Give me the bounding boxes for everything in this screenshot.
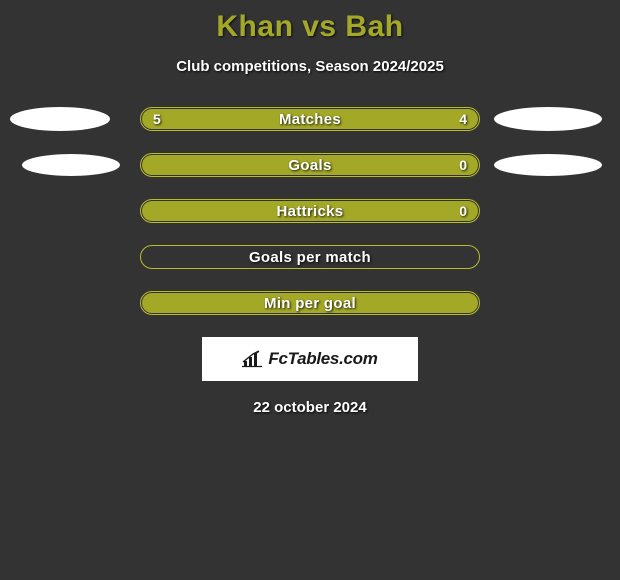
stats-rows: 5 Matches 4 Goals 0 Hattricks 0 Goals per match… <box>0 107 620 315</box>
stat-label: Hattricks <box>277 203 344 220</box>
bar-chart-icon <box>242 350 264 368</box>
stat-bar: 5 Matches 4 <box>140 107 480 131</box>
stat-row: 5 Matches 4 <box>0 107 620 131</box>
page-subtitle: Club competitions, Season 2024/2025 <box>0 58 620 75</box>
date-text: 22 october 2024 <box>0 399 620 416</box>
stat-row: Hattricks 0 <box>0 199 620 223</box>
stat-label: Goals per match <box>249 249 371 266</box>
stat-row: Goals 0 <box>0 153 620 177</box>
player-left-badge <box>10 107 110 131</box>
logo-text: FcTables.com <box>268 349 377 369</box>
stat-bar: Goals 0 <box>140 153 480 177</box>
stat-label: Matches <box>279 111 341 128</box>
stat-bar: Hattricks 0 <box>140 199 480 223</box>
stat-row: Goals per match <box>0 245 620 269</box>
stat-right-value: 4 <box>459 111 467 127</box>
page-title: Khan vs Bah <box>0 0 620 44</box>
stat-left-value: 5 <box>153 111 161 127</box>
player-right-badge <box>494 154 602 176</box>
stat-label: Goals <box>288 157 331 174</box>
fctables-logo[interactable]: FcTables.com <box>202 337 418 381</box>
player-right-badge <box>494 107 602 131</box>
stat-bar: Min per goal <box>140 291 480 315</box>
stat-right-value: 0 <box>459 203 467 219</box>
player-left-badge <box>22 154 120 176</box>
stat-row: Min per goal <box>0 291 620 315</box>
stat-right-value: 0 <box>459 157 467 173</box>
stat-bar: Goals per match <box>140 245 480 269</box>
stat-label: Min per goal <box>264 295 356 312</box>
